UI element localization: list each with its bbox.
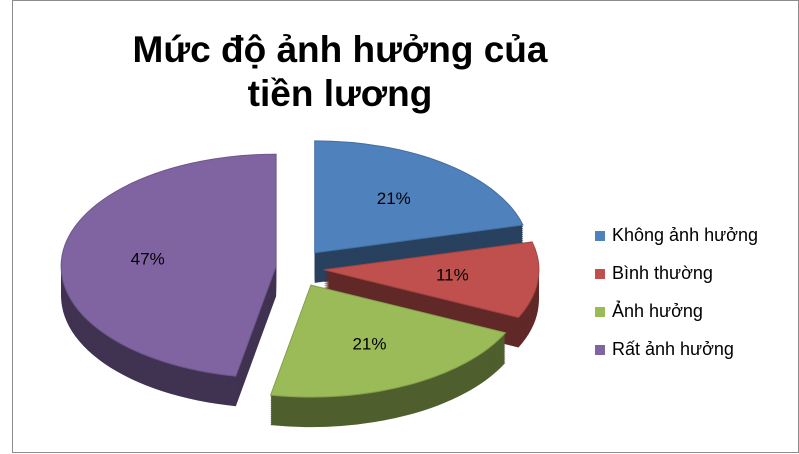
legend-swatch [595, 345, 605, 355]
chart-title: Mức độ ảnh hưởng của tiền lương [132, 29, 548, 114]
data-label: 21% [377, 189, 411, 208]
slice [314, 140, 524, 254]
slice [60, 153, 277, 377]
legend-swatch [595, 231, 605, 241]
legend-swatch [595, 307, 605, 317]
data-label: 21% [352, 334, 386, 353]
legend-label: Ảnh hưởng [612, 300, 703, 321]
legend-label: Rất ảnh hưởng [612, 339, 734, 359]
legend-label: Không ảnh hưởng [612, 225, 758, 245]
slice [323, 241, 540, 319]
data-label: 11% [436, 266, 469, 285]
data-label: 47% [131, 249, 165, 268]
slice [269, 284, 507, 398]
legend-label: Bình thường [612, 263, 713, 283]
legend-swatch [595, 269, 605, 279]
